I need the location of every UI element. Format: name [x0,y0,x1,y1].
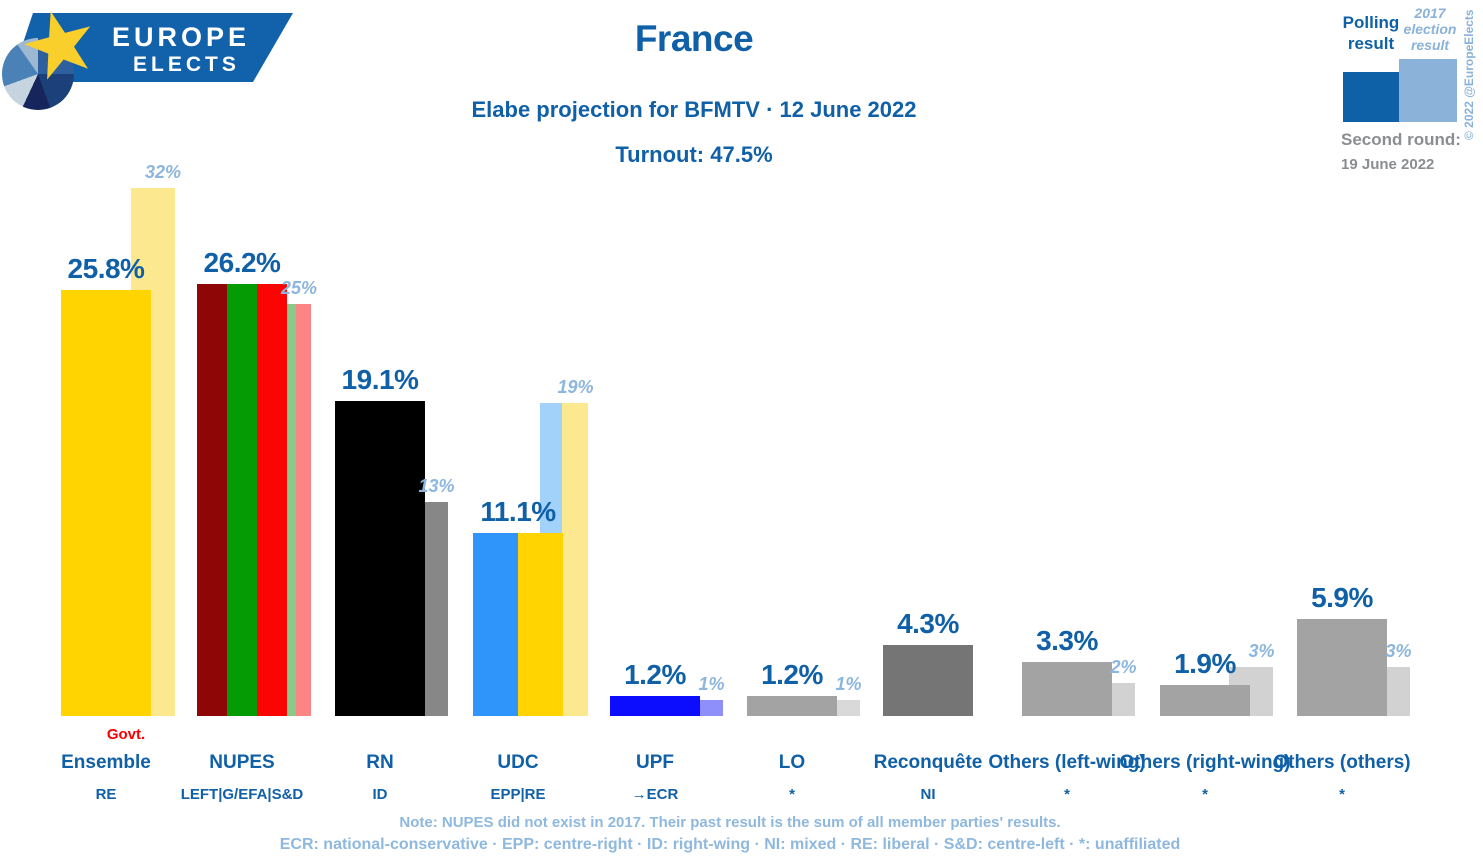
value-label-UPF: 1.2% [624,659,686,691]
value-label-UDC: 11.1% [480,495,556,527]
poll-bar-NUPES [257,283,287,716]
second-round-date: 19 June 2022 [1341,156,1435,173]
past-result-bar-UDC [562,402,588,716]
turnout-label: Turnout: 47.5% [615,142,773,167]
value-label-Others (left-wing): 3.3% [1036,624,1098,656]
party-name-LO: LO [778,752,806,773]
poll-bar-Reconquête [883,645,973,716]
chart-subtitle: Elabe projection for BFMTV · 12 June 202… [471,97,917,122]
party-group-Reconquête: NI [920,786,936,803]
party-name-UDC: UDC [497,752,539,773]
govt-tag: Govt. [106,726,146,743]
party-name-Reconquête: Reconquête [873,752,983,773]
party-name-Others (left-wing): Others (left-wing) [988,752,1146,773]
legend-past-swatch [1399,59,1457,122]
value-label-Others (others): 5.9% [1311,581,1373,613]
poll-bar-UDC [518,532,563,716]
party-name-Ensemble: Ensemble [61,752,151,773]
poll-bar-Others (others) [1297,618,1387,716]
footnote-nupes: Note: NUPES did not exist in 2017. Their… [399,814,1061,831]
poll-bar-LO [747,696,837,716]
party-name-RN: RN [366,752,394,773]
past-value-label-UPF: 1% [698,673,725,694]
page-title: France [634,18,754,59]
past-value-label-RN: 13% [418,475,455,496]
party-group-LO: * [789,786,795,803]
party-name-Others (right-wing): Others (right-wing) [1119,752,1291,773]
party-group-Others (right-wing): * [1202,786,1208,803]
party-name-NUPES: NUPES [209,752,275,773]
value-label-Reconquête: 4.3% [897,608,959,640]
value-label-Ensemble: 25.8% [67,253,145,285]
party-group-RN: ID [372,786,388,803]
poll-bar-UPF [610,696,700,716]
party-group-Ensemble: RE [95,786,117,803]
logo-text-elects: ELECTS [133,53,240,76]
past-value-label-Ensemble: 32% [144,162,182,182]
past-value-label-NUPES: 25% [280,277,318,298]
party-group-Others (others): * [1339,786,1345,803]
value-label-Others (right-wing): 1.9% [1174,647,1236,679]
past-result-bar-NUPES [296,303,311,716]
logo-star-icon [24,11,91,80]
party-group-Others (left-wing): * [1064,786,1070,803]
poll-bar-NUPES [227,283,257,716]
past-value-label-UDC: 19% [557,376,594,397]
poll-bar-UDC [473,532,518,716]
party-group-NUPES: LEFT|G/EFA|S&D [180,786,304,803]
europe-elects-logo: EUROPE ELECTS [0,0,320,115]
legend-2017-result-label: 2017 election result [1403,5,1457,54]
poll-bar-NUPES [197,283,227,716]
past-value-label-Others (left-wing): 2% [1110,657,1137,677]
party-name-UPF: UPF [636,752,674,773]
second-round-label: Second round: [1341,130,1461,149]
footnote-abbreviations: ECR: national-conservative · EPP: centre… [279,836,1181,853]
party-group-UPF: →ECR [631,786,679,803]
party-group-UDC: EPP|RE [490,786,546,803]
legend-polling-result-label: Polling result [1342,13,1400,54]
party-name-Others (others): Others (others) [1273,752,1411,773]
logo-text-europe: EUROPE [112,22,251,52]
past-value-label-LO: 1% [835,673,862,694]
value-label-NUPES: 26.2% [203,246,281,278]
value-label-RN: 19.1% [341,363,419,395]
past-value-label-Others (others): 3% [1385,640,1412,661]
value-label-LO: 1.2% [761,659,823,691]
past-value-label-Others (right-wing): 3% [1248,640,1275,661]
poll-bar-RN [335,400,425,716]
poll-bar-Others (right-wing) [1160,684,1250,716]
legend-polling-swatch [1343,72,1405,122]
poll-bar-Others (left-wing) [1022,661,1112,716]
poll-bar-Ensemble [61,290,151,716]
